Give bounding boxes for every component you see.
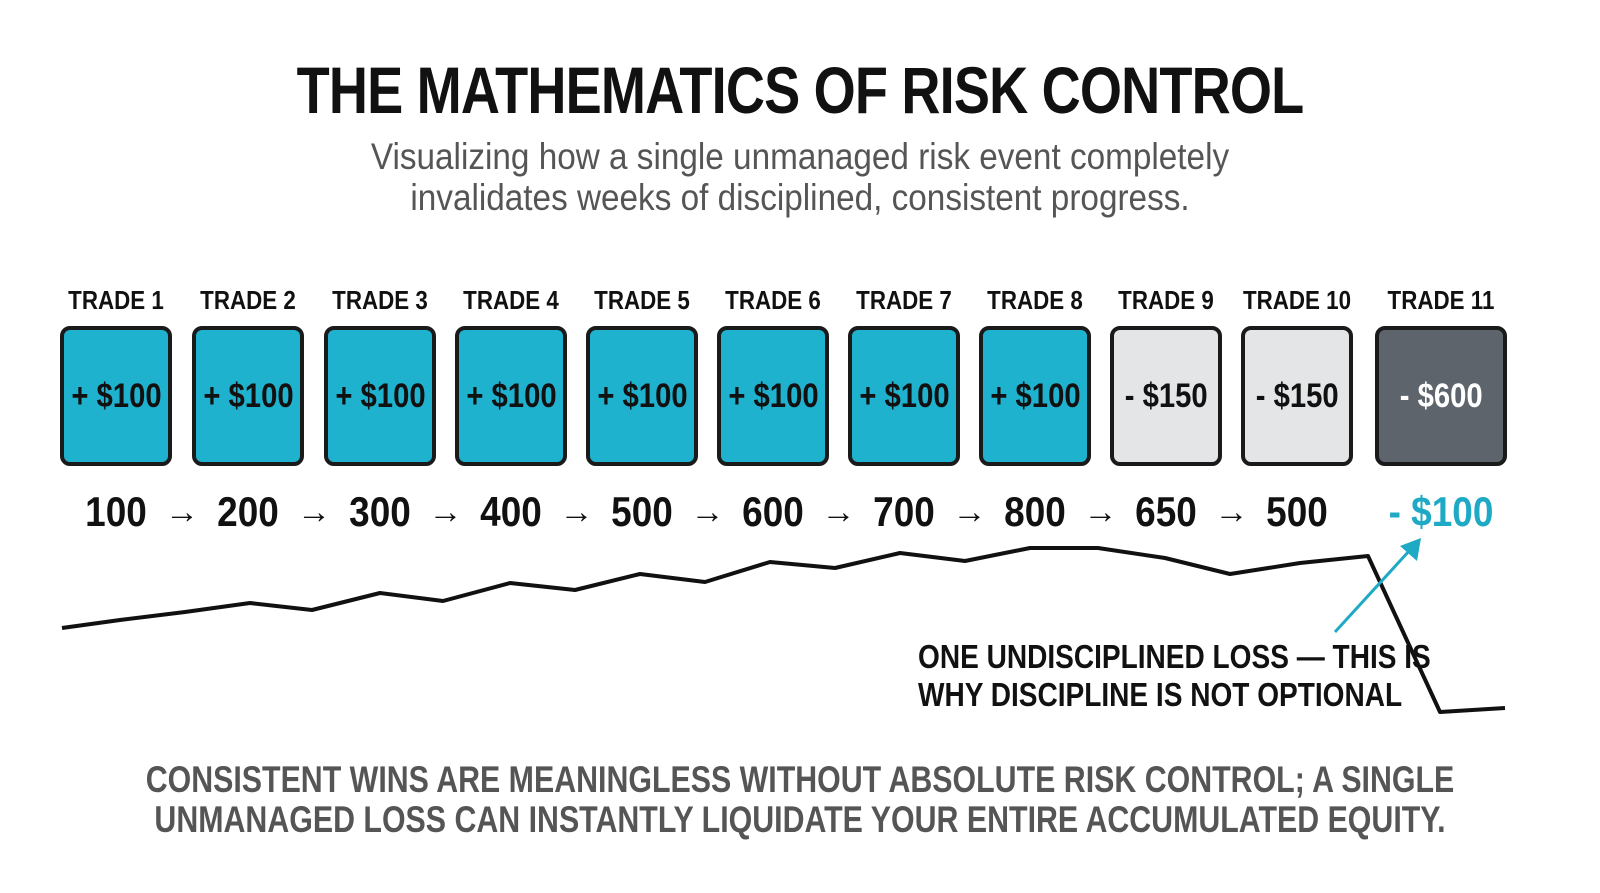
trade-card: - $150 bbox=[1110, 326, 1222, 466]
trade-result: + $100 bbox=[858, 376, 950, 415]
footer-line-2: UNMANAGED LOSS CAN INSTANTLY LIQUIDATE Y… bbox=[154, 799, 1446, 840]
trade-result: - $150 bbox=[1255, 376, 1339, 415]
equity-value: 100 bbox=[85, 488, 147, 535]
equity-curve-line bbox=[61, 546, 1506, 714]
trade-result: - $600 bbox=[1399, 376, 1483, 415]
equity-value: 500 bbox=[611, 488, 673, 535]
callout-pointer-arrowhead bbox=[1400, 538, 1421, 561]
trade-result: + $100 bbox=[727, 376, 819, 415]
trade-label: TRADE 6 bbox=[725, 285, 821, 315]
trade-label: TRADE 9 bbox=[1118, 285, 1214, 315]
final-equity-value: - $100 bbox=[1388, 488, 1494, 535]
equity-value: 400 bbox=[480, 488, 542, 535]
arrow-right-icon: → bbox=[1214, 493, 1249, 531]
callout-line-1: ONE UNDISCIPLINED LOSS — THIS IS bbox=[918, 638, 1431, 675]
trade-card: - $600 bbox=[1375, 326, 1507, 466]
callout-text: ONE UNDISCIPLINED LOSS — THIS IS WHY DIS… bbox=[918, 638, 1431, 714]
callout-pointer-line bbox=[1333, 548, 1412, 634]
trade-label: TRADE 7 bbox=[856, 285, 952, 315]
equity-value: 500 bbox=[1266, 488, 1328, 535]
arrow-right-icon: → bbox=[821, 493, 856, 531]
arrow-right-icon: → bbox=[428, 493, 463, 531]
arrow-right-icon: → bbox=[1083, 493, 1118, 531]
equity-value: 700 bbox=[873, 488, 935, 535]
footer-message: CONSISTENT WINS ARE MEANINGLESS WITHOUT … bbox=[144, 760, 1456, 840]
trade-label: TRADE 5 bbox=[594, 285, 690, 315]
trade-card: + $100 bbox=[717, 326, 829, 466]
trade-label: TRADE 11 bbox=[1387, 285, 1495, 315]
trade-label: TRADE 10 bbox=[1242, 285, 1352, 315]
trade-card: + $100 bbox=[60, 326, 172, 466]
trade-result: + $100 bbox=[465, 376, 557, 415]
trade-card: + $100 bbox=[848, 326, 960, 466]
equity-value: 650 bbox=[1135, 488, 1197, 535]
trade-label: TRADE 8 bbox=[987, 285, 1083, 315]
trade-result: + $100 bbox=[202, 376, 294, 415]
equity-value: 200 bbox=[217, 488, 279, 535]
trade-card: + $100 bbox=[192, 326, 304, 466]
page-title: THE MATHEMATICS OF RISK CONTROL bbox=[296, 53, 1305, 127]
trade-label: TRADE 3 bbox=[332, 285, 428, 315]
arrow-right-icon: → bbox=[690, 493, 725, 531]
subtitle: Visualizing how a single unmanaged risk … bbox=[80, 136, 1520, 218]
subtitle-line-2: invalidates weeks of disciplined, consis… bbox=[410, 177, 1190, 218]
trade-card: + $100 bbox=[586, 326, 698, 466]
footer-line-1: CONSISTENT WINS ARE MEANINGLESS WITHOUT … bbox=[145, 759, 1455, 800]
callout-line-2: WHY DISCIPLINE IS NOT OPTIONAL bbox=[918, 676, 1403, 713]
arrow-right-icon: → bbox=[559, 493, 594, 531]
arrow-right-icon: → bbox=[297, 493, 331, 531]
trade-result: + $100 bbox=[334, 376, 426, 415]
arrow-right-icon: → bbox=[165, 493, 199, 531]
subtitle-line-1: Visualizing how a single unmanaged risk … bbox=[370, 136, 1230, 177]
trade-card: + $100 bbox=[324, 326, 436, 466]
trade-card: + $100 bbox=[455, 326, 567, 466]
trade-result: + $100 bbox=[596, 376, 688, 415]
trade-card: - $150 bbox=[1241, 326, 1353, 466]
equity-value: 600 bbox=[742, 488, 804, 535]
equity-value: 800 bbox=[1004, 488, 1066, 535]
trade-result: - $150 bbox=[1124, 376, 1208, 415]
equity-value: 300 bbox=[349, 488, 411, 535]
arrow-right-icon: → bbox=[952, 493, 987, 531]
trade-label: TRADE 1 bbox=[68, 285, 164, 315]
trade-label: TRADE 4 bbox=[463, 285, 559, 315]
trade-result: + $100 bbox=[989, 376, 1081, 415]
trade-result: + $100 bbox=[70, 376, 162, 415]
trade-label: TRADE 2 bbox=[200, 285, 296, 315]
trade-card: + $100 bbox=[979, 326, 1091, 466]
